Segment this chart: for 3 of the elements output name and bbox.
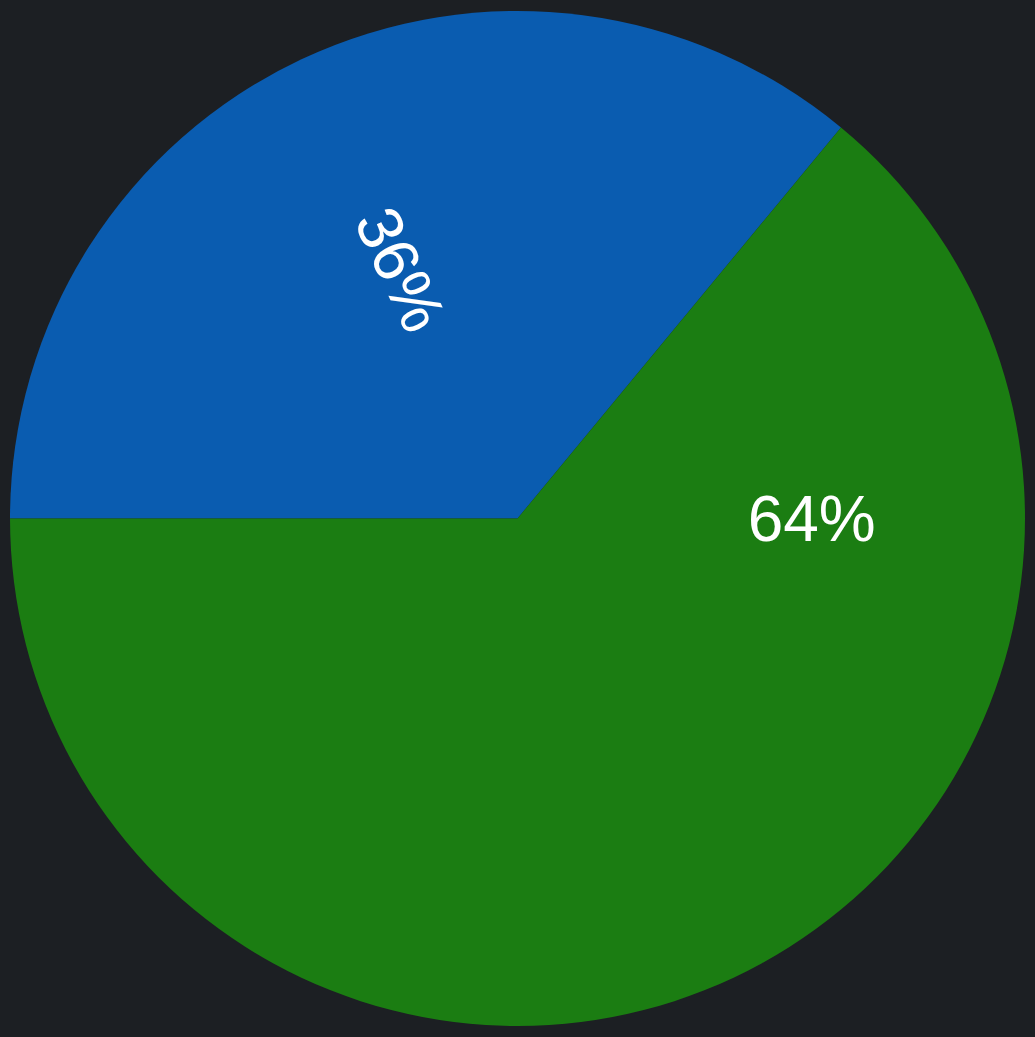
pie-slice bbox=[10, 127, 1025, 1026]
data-label: 64% bbox=[747, 482, 876, 555]
data-label: 36% bbox=[340, 196, 461, 343]
